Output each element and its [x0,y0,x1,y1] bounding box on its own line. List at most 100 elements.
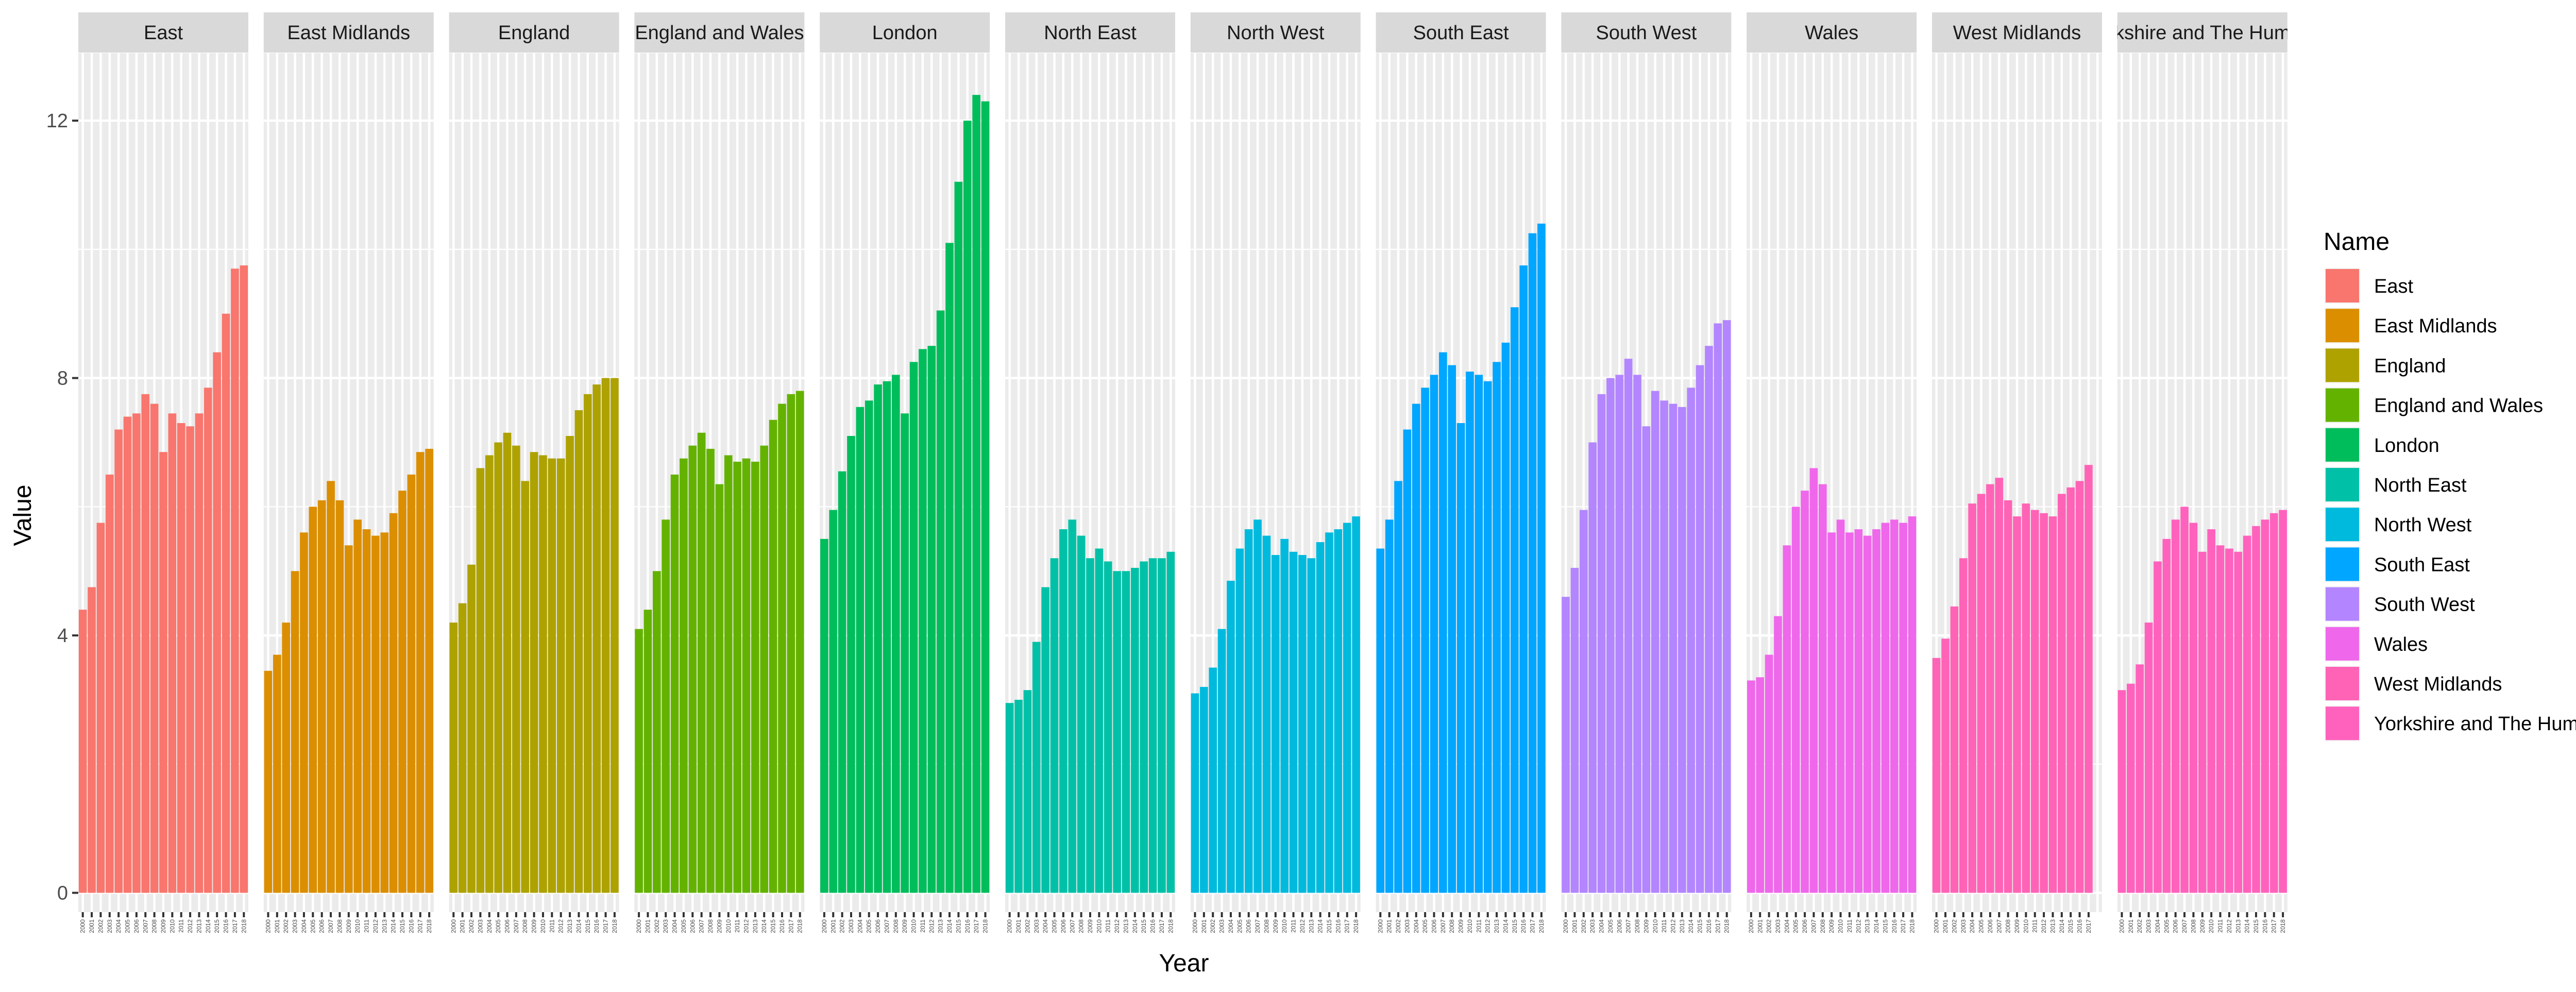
bar [1986,484,1994,893]
legend-label: East Midlands [2374,315,2497,337]
bar [300,532,308,893]
x-tick-label: 2014 [205,919,212,933]
bar [856,407,865,893]
bar [485,455,494,893]
x-tick-label: 2007 [1995,919,2003,933]
legend-swatch [2326,547,2359,581]
facet-strip-label: England [498,22,570,44]
bar [556,458,565,893]
x-tick-label: 2003 [1403,919,1411,933]
bar [909,362,918,893]
bar [1968,503,1976,893]
x-tick-label: 2003 [1960,919,1967,933]
facet-strip [449,12,619,53]
bar [1200,686,1208,893]
x-tick-label: 2017 [2085,919,2092,933]
x-tick-label: 2016 [1149,919,1157,933]
x-tick-label: 2006 [874,919,882,933]
x-tick-label: 2012 [1299,919,1306,933]
legend-swatch [2326,388,2359,422]
x-tick-label: 2014 [946,919,953,933]
bar [2117,690,2126,893]
facet-strip [1376,12,1546,53]
bar [1289,551,1298,893]
legend-item: Yorkshire and The Humber [2325,705,2576,742]
x-tick-label: 2011 [1475,919,1482,933]
bar [2225,548,2233,893]
bar [1050,558,1059,893]
bar [724,455,733,893]
x-tick-label: 2012 [1484,919,1492,933]
bar [1334,529,1343,893]
x-tick-label: 2015 [1882,919,1889,933]
bar [389,513,398,893]
bar [760,445,769,893]
x-tick-label: 2008 [151,919,158,933]
x-tick-label: 2007 [1810,919,1817,933]
x-tick-label: 2003 [1033,919,1040,933]
x-tick-label: 2009 [1272,919,1279,933]
bar [2127,683,2135,893]
bar [945,243,954,893]
facet-strip [1932,12,2102,53]
bar [936,310,945,893]
x-tick-label: 2012 [557,919,565,933]
bar [1890,519,1899,893]
bar [829,510,838,893]
x-tick-label: 2004 [115,919,122,933]
bar [1235,548,1244,893]
x-tick-label: 2006 [1245,919,1252,933]
bar [273,654,281,893]
bar [1845,532,1854,893]
bar [1412,403,1420,893]
bar [1271,554,1280,893]
x-tick-label: 2014 [2244,919,2251,933]
x-tick-label: 2014 [575,919,582,933]
x-tick-label: 2006 [133,919,140,933]
x-tick-label: 2001 [1200,919,1208,933]
y-axis-title: Value [9,484,37,546]
x-tick-label: 2015 [955,919,962,933]
bar [847,435,855,893]
bar [1819,484,1827,893]
bar [2030,510,2039,893]
x-tick-label: 2014 [2058,919,2065,933]
x-tick-label: 2009 [531,919,538,933]
bar [159,452,167,893]
x-tick-label: 2010 [725,919,732,933]
bar [317,500,326,893]
legend-swatch [2326,348,2359,382]
x-tick-label: 2004 [2154,919,2161,933]
x-tick-label: 2013 [937,919,944,933]
bar [2180,507,2189,893]
bar [1032,642,1041,893]
bar [1430,375,1438,893]
bar [1262,535,1271,893]
x-tick-label: 2000 [1006,919,1013,933]
x-tick-label: 2003 [1218,919,1226,933]
bar [1908,516,1917,893]
bar [1501,342,1510,893]
x-tick-label: 2017 [2270,919,2278,933]
x-tick-label: 2001 [1942,919,1949,933]
x-tick-label: 2009 [716,919,723,933]
bar [892,375,900,893]
bar [697,432,706,893]
bar [1403,429,1412,893]
bar [1209,667,1217,893]
bar [1466,372,1474,893]
legend-item: South West [2325,586,2475,622]
facet-strip [820,12,990,53]
bar [521,481,530,893]
bar [425,448,433,893]
bar [2279,510,2287,893]
facet-strip-label: East [144,22,183,44]
y-tick-label: 8 [57,368,68,390]
x-tick-label: 2016 [1520,919,1527,933]
y-tick-label: 4 [57,625,68,647]
bar [2022,503,2030,893]
x-tick-label: 2002 [1209,919,1216,933]
x-tick-label: 2008 [1819,919,1826,933]
legend: Name East East Midlands England England and… [2324,228,2576,742]
bar [1756,677,1765,893]
